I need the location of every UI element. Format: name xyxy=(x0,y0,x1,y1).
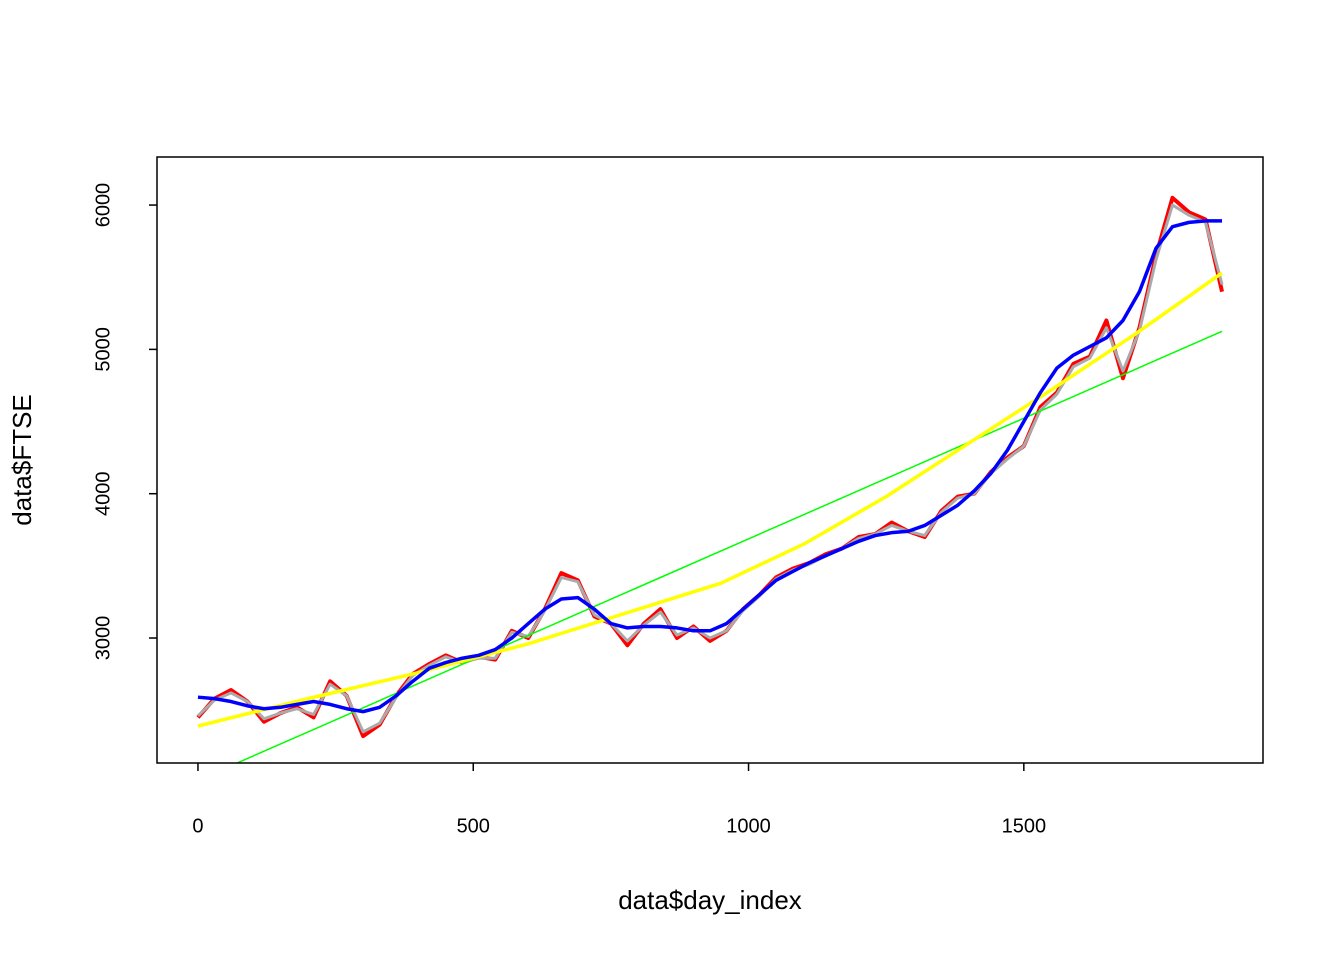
x-tick-label: 0 xyxy=(192,815,203,837)
y-tick-label: 4000 xyxy=(92,471,114,516)
x-axis-label: data$day_index xyxy=(618,885,802,915)
series-line xyxy=(196,195,1224,739)
plot-area xyxy=(196,195,1224,763)
y-tick-label: 5000 xyxy=(92,327,114,372)
series-line xyxy=(235,330,1223,763)
x-tick-label: 1000 xyxy=(726,815,771,837)
y-axis-label: data$FTSE xyxy=(7,394,37,526)
series-line xyxy=(196,203,1224,734)
y-tick-label: 3000 xyxy=(92,616,114,661)
plot-frame xyxy=(156,156,1264,764)
series-line xyxy=(197,271,1224,728)
y-tick-label: 6000 xyxy=(92,183,114,228)
x-tick-label: 1500 xyxy=(1002,815,1047,837)
x-tick-label: 500 xyxy=(457,815,490,837)
series-line xyxy=(197,219,1223,714)
